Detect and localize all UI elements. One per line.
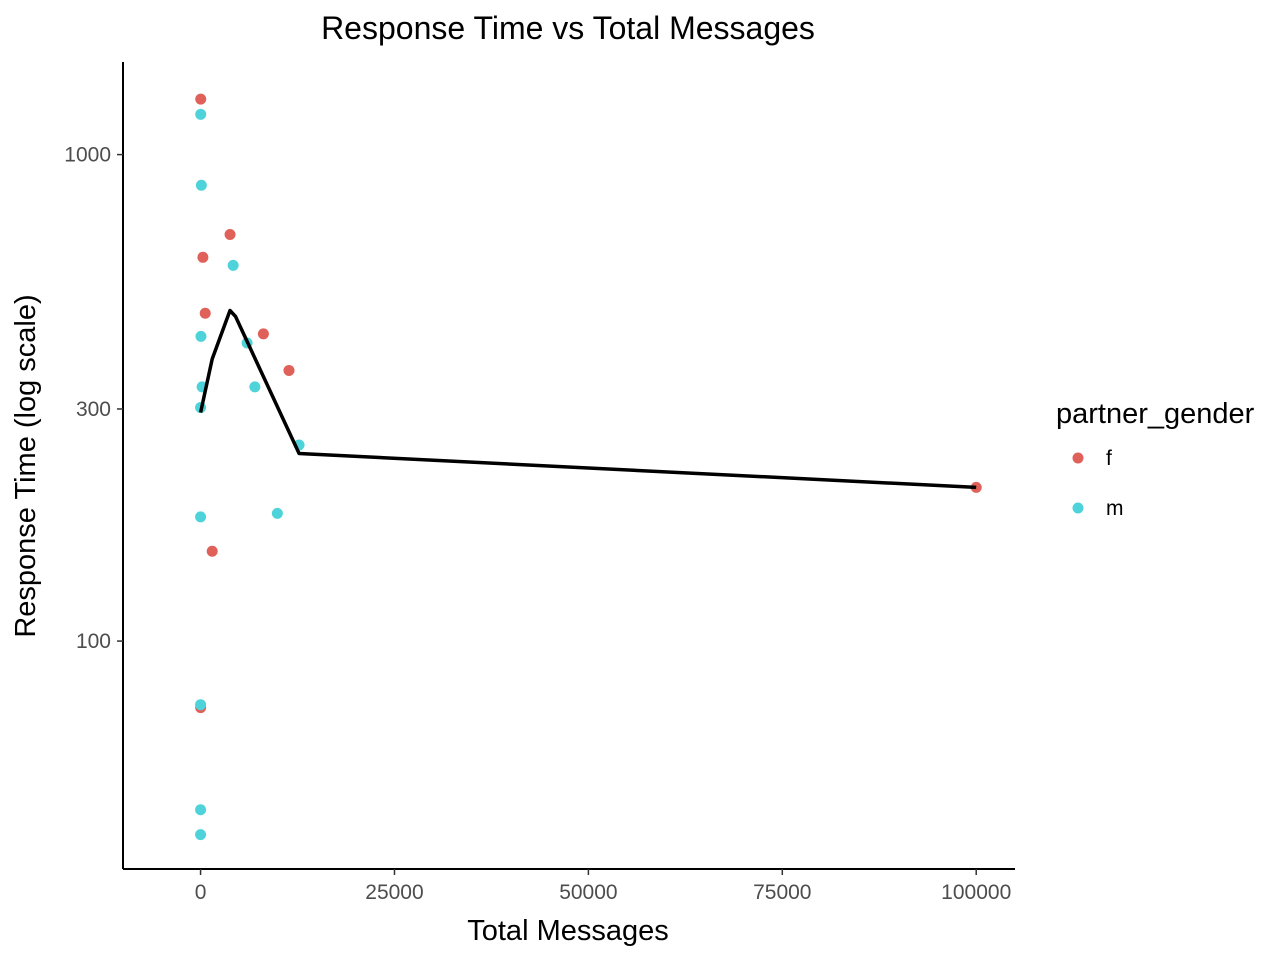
data-point-m [195, 108, 207, 120]
data-point-f [206, 545, 218, 557]
data-point-m [271, 507, 283, 519]
data-point-m [249, 381, 261, 393]
y-axis-label: Response Time (log scale) [10, 294, 42, 637]
data-point-f [257, 328, 269, 340]
y-tick-label: 1000 [64, 144, 111, 167]
series-f [195, 93, 982, 714]
legend-label-m: m [1106, 497, 1124, 520]
plot-area [195, 93, 982, 841]
y-tick-label: 300 [76, 398, 111, 421]
data-point-m [195, 511, 207, 523]
x-tick-label: 50000 [559, 881, 617, 904]
legend-key-m [1072, 502, 1084, 514]
data-point-f [199, 307, 211, 319]
data-point-m [227, 259, 239, 271]
data-point-f [970, 481, 982, 493]
data-point-f [224, 229, 236, 241]
series-m [195, 108, 305, 841]
x-tick-label: 100000 [941, 881, 1011, 904]
data-point-m [195, 330, 207, 342]
data-point-m [195, 699, 207, 711]
y-tick-label: 100 [76, 630, 111, 653]
x-tick-label: 25000 [365, 881, 423, 904]
legend: partner_gender f m [1056, 398, 1255, 520]
trend-line [198, 308, 977, 490]
x-tick-label: 75000 [753, 881, 811, 904]
data-point-m [195, 804, 207, 816]
data-point-f [197, 251, 209, 263]
x-axis-ticks: 0 25000 50000 75000 100000 [195, 869, 1011, 904]
data-point-f [195, 93, 207, 105]
data-point-m [195, 829, 207, 841]
data-point-f [283, 364, 295, 376]
data-point-m [195, 179, 207, 191]
x-axis-label: Total Messages [467, 915, 669, 947]
legend-key-f [1072, 452, 1084, 464]
x-tick-label: 0 [195, 881, 207, 904]
legend-label-f: f [1106, 447, 1112, 470]
chart-title: Response Time vs Total Messages [321, 10, 815, 46]
y-axis-ticks: 100 300 1000 [64, 144, 123, 653]
legend-title: partner_gender [1056, 398, 1255, 430]
